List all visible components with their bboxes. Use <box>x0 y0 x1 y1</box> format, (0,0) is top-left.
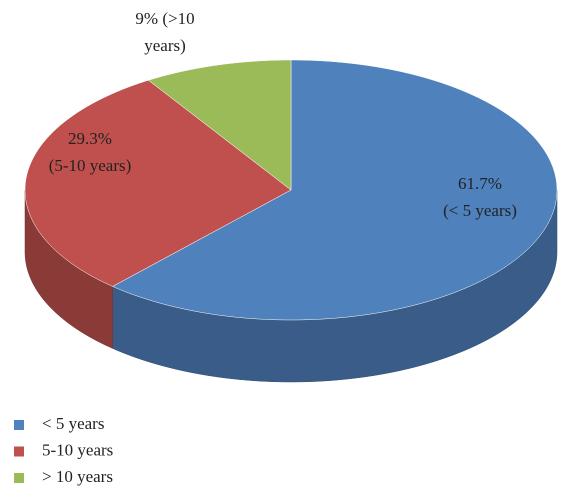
data-label: (5-10 years) <box>49 156 132 175</box>
slice <box>24 79 292 287</box>
slice <box>147 59 292 191</box>
legend-label: > 10 years <box>42 467 113 486</box>
data-label: 9% (>10 <box>135 9 194 28</box>
slice <box>112 59 558 321</box>
data-label: 61.7% <box>458 174 502 193</box>
legend-label: 5-10 years <box>42 440 113 459</box>
data-label: years) <box>144 36 186 55</box>
legend-label: < 5 years <box>42 414 104 433</box>
data-label: 29.3% <box>68 129 112 148</box>
legend-swatch <box>14 420 24 430</box>
legend-swatch <box>14 446 24 457</box>
legend-swatch <box>14 473 24 483</box>
data-label: (< 5 years) <box>443 201 517 220</box>
